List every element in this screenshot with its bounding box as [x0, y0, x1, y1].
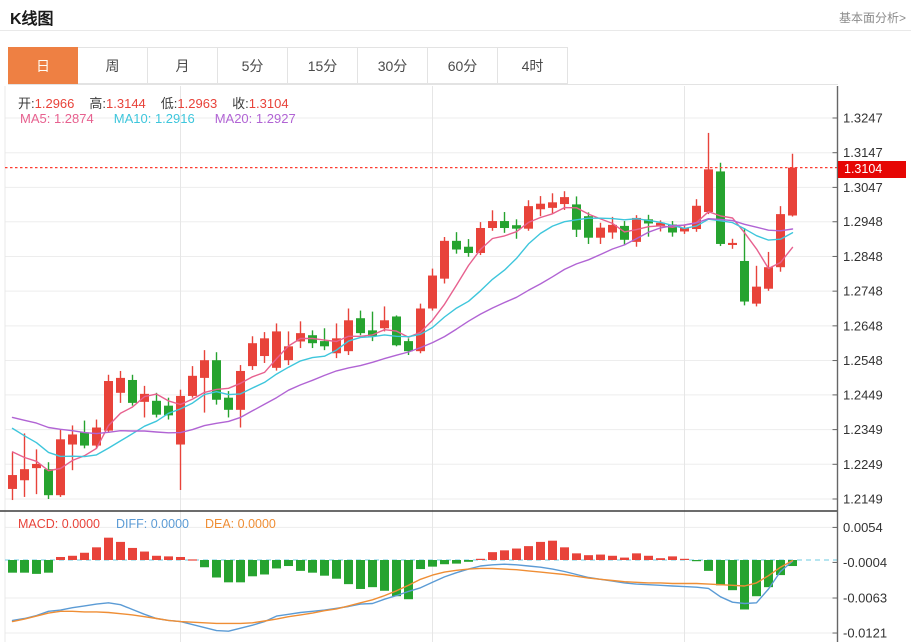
tab-日[interactable]: 日: [8, 47, 78, 84]
macd-label: MACD:: [18, 517, 59, 531]
ma5-label: MA5:: [20, 111, 51, 126]
tab-月[interactable]: 月: [148, 47, 218, 84]
chart-axis: [0, 86, 839, 642]
svg-text:1.2648: 1.2648: [843, 318, 883, 333]
svg-text:1.2449: 1.2449: [843, 387, 883, 402]
low-label: 低:: [160, 96, 178, 111]
macd-axis-labels: 0.0054 -0.0004 -0.0063 -0.0121: [832, 520, 887, 641]
svg-text:-0.0063: -0.0063: [843, 591, 887, 606]
close-label: 收:: [232, 96, 249, 111]
diff-label: DIFF:: [116, 517, 148, 531]
svg-text:1.2149: 1.2149: [843, 492, 883, 507]
dea-label: DEA:: [204, 517, 235, 531]
svg-text:1.2349: 1.2349: [843, 422, 883, 437]
open-value: 1.2966: [34, 96, 75, 111]
ma10-label: MA10:: [113, 111, 152, 126]
low-value: 1.2963: [177, 96, 218, 111]
tab-60分[interactable]: 60分: [428, 47, 498, 84]
tab-5分[interactable]: 5分: [218, 47, 288, 84]
interval-tab-bar: 日周月 5分 15分 30分 60分 4时: [8, 47, 838, 85]
macd-value: 0.0000: [61, 517, 100, 531]
dea-line: [11, 559, 794, 625]
ma5-line: [11, 206, 794, 472]
ma20-value: 1.2927: [255, 111, 296, 126]
open-label: 开:: [18, 96, 35, 111]
ma20-line: [11, 217, 794, 435]
current-price-badge: 1.3104: [838, 161, 906, 178]
candlesticks: [8, 132, 797, 501]
svg-text:1.3147: 1.3147: [843, 145, 883, 160]
tab-周[interactable]: 周: [78, 47, 148, 84]
svg-text:1.2748: 1.2748: [843, 284, 883, 299]
svg-text:1.2948: 1.2948: [843, 214, 883, 229]
macd-histogram: [8, 537, 797, 610]
tab-30分[interactable]: 30分: [358, 47, 428, 84]
svg-text:-0.0004: -0.0004: [843, 555, 887, 570]
ma20-label: MA20:: [214, 111, 253, 126]
ma10-line: [11, 217, 794, 458]
svg-text:1.2548: 1.2548: [843, 353, 883, 368]
svg-text:1.2249: 1.2249: [843, 457, 883, 472]
svg-text:1.3247: 1.3247: [843, 110, 883, 125]
tab-4时[interactable]: 4时: [498, 47, 568, 84]
ma-info-bar: MA5: 1.2874 MA10: 1.2916 MA20: 1.2927: [20, 111, 316, 126]
macd-info-bar: MACD: 0.0000 DIFF: 0.0000 DEA: 0.0000: [18, 517, 292, 531]
high-value: 1.3144: [106, 96, 146, 111]
fundamental-analysis-link[interactable]: 基本面分析>: [838, 11, 906, 25]
close-value: 1.3104: [248, 96, 289, 111]
svg-text:1.3047: 1.3047: [843, 180, 883, 195]
high-label: 高:: [89, 96, 107, 111]
ma5-value: 1.2874: [53, 111, 94, 126]
svg-text:1.2848: 1.2848: [843, 249, 883, 264]
page-title: K线图: [10, 11, 54, 28]
gridlines: [4, 86, 838, 642]
svg-text:-0.0121: -0.0121: [843, 626, 887, 641]
svg-text:0.0054: 0.0054: [843, 520, 883, 535]
price-axis-labels: 1.3247 1.3147 1.3047 1.2948 1.2848 1.2748 1.26…: [832, 110, 883, 507]
dea-value: 0.0000: [237, 517, 276, 531]
ohlc-info-bar: 开:1.2966 高:1.3144 低:1.2963 收:1.3104: [18, 93, 304, 112]
tab-15分[interactable]: 15分: [288, 47, 358, 84]
diff-value: 0.0000: [150, 517, 189, 531]
ma10-value: 1.2916: [154, 111, 195, 126]
diff-line: [11, 560, 794, 632]
title-divider: [0, 30, 911, 31]
